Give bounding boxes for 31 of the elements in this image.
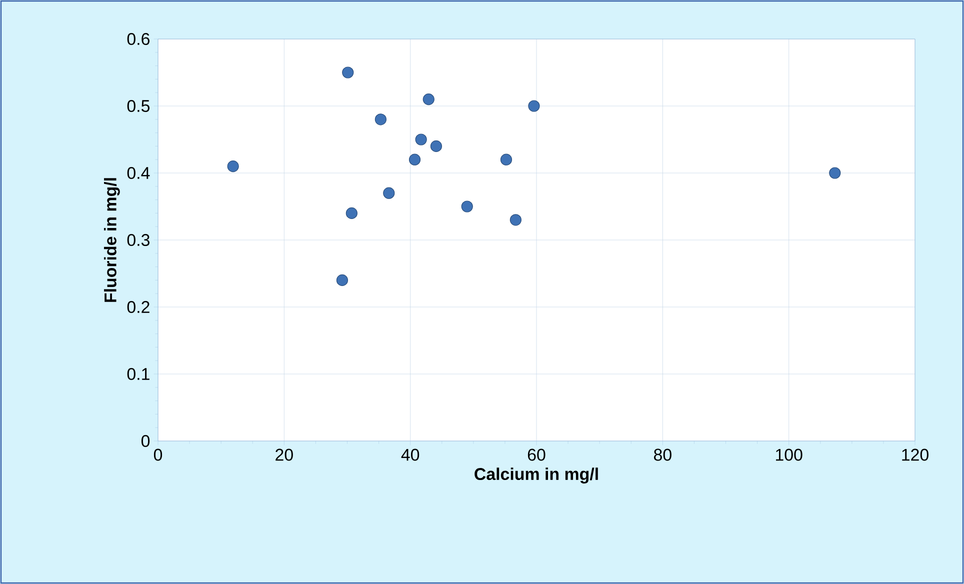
point (461, 200, 473, 212)
x-tick-label: 40 (401, 448, 420, 461)
x-tick-label: 100 (776, 448, 802, 461)
point (422, 94, 434, 106)
x-tick-label: 0 (154, 448, 162, 461)
y-axis-title: Fluoride in mg/l (104, 178, 120, 302)
point (430, 140, 442, 152)
point (415, 134, 427, 146)
point (829, 167, 841, 179)
point (408, 154, 421, 166)
point (374, 114, 386, 126)
x-tick-label: 120 (902, 448, 928, 461)
x-tick-label: 80 (654, 448, 672, 461)
point (227, 160, 239, 172)
y-tick-label: 0.4 (127, 167, 150, 180)
y-tick-label: 0.2 (127, 301, 150, 313)
y-tick-label: 0 (141, 435, 150, 447)
point (342, 66, 354, 78)
y-tick-label: 0.5 (127, 100, 150, 112)
point (510, 214, 522, 226)
x-tick-label: 20 (276, 448, 293, 461)
y-tick-label: 0.3 (127, 234, 150, 246)
point (500, 154, 512, 166)
point (336, 274, 348, 286)
point (528, 100, 540, 112)
x-axis-title: Calcium in mg/l (474, 468, 598, 484)
y-tick-label: 0.6 (127, 33, 150, 46)
y-tick-label: 0.1 (127, 368, 150, 380)
point (346, 207, 358, 219)
point (383, 187, 395, 199)
x-tick-label: 60 (528, 448, 546, 461)
